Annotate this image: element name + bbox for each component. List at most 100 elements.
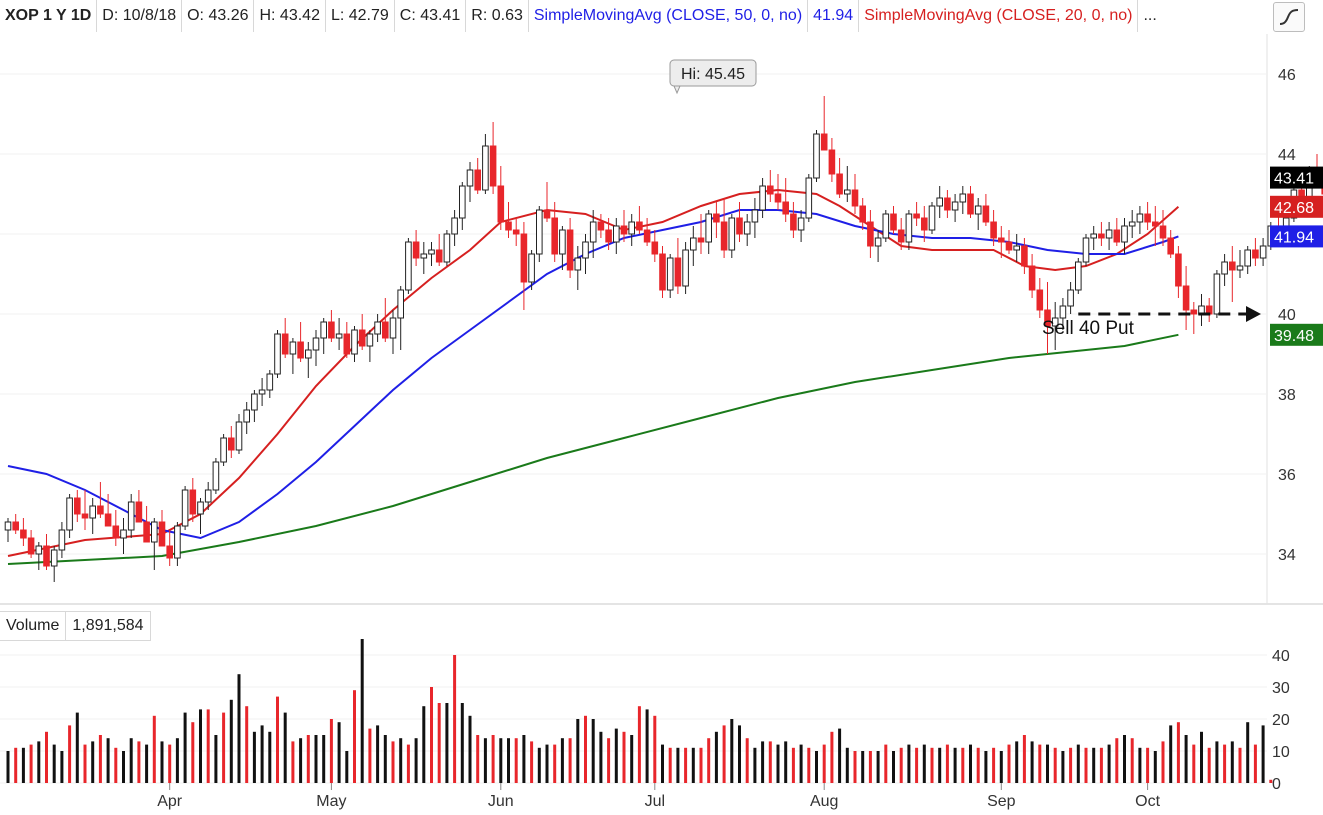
volume-bar [614, 728, 618, 783]
candle-body [605, 229, 612, 243]
candle-body [1144, 213, 1151, 223]
moving-average-line [7, 188, 1180, 557]
volume-bar [1153, 751, 1157, 783]
candle-body [666, 257, 674, 291]
drawing-tool-button[interactable] [1273, 2, 1305, 32]
more-button[interactable]: ... [1143, 7, 1157, 24]
candle-body [1182, 285, 1190, 311]
volume-bar [237, 674, 241, 783]
volume-bar [1046, 744, 1049, 783]
candle-body [435, 249, 443, 263]
volume-bar [691, 747, 695, 783]
volume-bar [645, 709, 649, 783]
candle-body [1175, 253, 1182, 287]
volume-bar [376, 725, 380, 783]
volume-bar [969, 744, 972, 783]
candle-body [1121, 225, 1128, 243]
candle-body [520, 233, 528, 283]
price-tick-label: 40 [1278, 307, 1296, 324]
candle-body [1213, 273, 1221, 315]
candle-body [235, 421, 243, 451]
candle-body [543, 209, 551, 219]
volume-bar [761, 741, 765, 783]
volume-bar [560, 738, 564, 783]
volume-bar [399, 738, 403, 783]
candle-body [659, 253, 666, 291]
sell-put-annotation: Sell 40 Put [1042, 318, 1135, 339]
volume-bar [892, 751, 895, 783]
volume-bar [1007, 744, 1011, 783]
candle-body [228, 437, 235, 451]
volume-bar [414, 738, 418, 783]
volume-bar [930, 747, 934, 783]
candle-body [35, 545, 43, 555]
price-tick-label: 44 [1278, 147, 1296, 164]
volume-bar [568, 738, 572, 783]
volume-bar [830, 731, 834, 783]
range-readout: R: 0.63 [466, 0, 529, 32]
candle-body [389, 317, 397, 339]
volume-bar [314, 735, 318, 783]
candle-body [335, 333, 343, 339]
volume-bar [853, 751, 857, 783]
volume-bar [961, 747, 965, 783]
candle-body [512, 229, 520, 235]
candle-body [705, 213, 713, 243]
candle-body [959, 193, 967, 203]
time-tick-label: Apr [157, 793, 183, 810]
volume-bar [360, 639, 364, 783]
candle-body [1090, 233, 1098, 239]
price-tick-label: 38 [1278, 387, 1296, 404]
close-readout: C: 43.41 [395, 0, 467, 32]
candle-body [289, 341, 297, 355]
volume-tick-label: 20 [1272, 712, 1290, 729]
candle-body [1128, 221, 1136, 227]
volume-bar [252, 731, 256, 783]
candle-body [382, 321, 389, 339]
candle-body [58, 529, 66, 551]
candle-body [813, 133, 820, 179]
candle-body [420, 253, 428, 259]
volume-bar [899, 747, 903, 783]
volume-bar [168, 744, 172, 783]
volume-bar [938, 747, 942, 783]
volume-label[interactable]: Volume [0, 612, 67, 640]
volume-bar [1107, 744, 1111, 783]
volume-bar [522, 735, 526, 783]
volume-bar [1261, 725, 1265, 783]
candle-body [43, 545, 50, 567]
time-axis: Apr May Jun Jul Aug Sep Oct [157, 783, 1161, 810]
candle-body [251, 393, 258, 411]
sma50-label[interactable]: SimpleMovingAvg (CLOSE, 50, 0, no) [529, 0, 809, 32]
symbol-label[interactable]: XOP 1 Y 1D [0, 0, 98, 32]
volume-bar [137, 741, 141, 783]
volume-tick-label: 10 [1272, 744, 1290, 761]
volume-bar [591, 719, 595, 783]
volume-bar [329, 719, 333, 783]
volume-header: Volume 1,891,584 [0, 611, 151, 641]
price-tag [1270, 166, 1323, 189]
candle-body [551, 217, 559, 255]
candle-body [143, 521, 150, 543]
candle-body [1152, 221, 1159, 227]
candle-body [759, 185, 766, 211]
price-tick-label: 34 [1278, 547, 1296, 564]
candle-body [1021, 245, 1028, 267]
volume-bar [791, 747, 795, 783]
candle-body [459, 185, 466, 219]
candle-body [882, 213, 890, 239]
sma20-label[interactable]: SimpleMovingAvg (CLOSE, 20, 0, no) [859, 0, 1139, 32]
high-readout: H: 43.42 [254, 0, 326, 32]
chart-header: XOP 1 Y 1D D: 10/8/18 O: 43.26 H: 43.42 … [0, 0, 1162, 32]
volume-bar [845, 747, 849, 783]
candle-body [582, 241, 589, 259]
candle-body [212, 461, 220, 491]
volume-bar [476, 735, 480, 783]
volume-bar [460, 703, 464, 783]
candle-body [320, 321, 327, 339]
candle-body [867, 221, 874, 247]
volume-bar [730, 719, 734, 783]
volume-bar [1207, 747, 1211, 783]
volume-bar [545, 744, 549, 783]
candle-body [1098, 233, 1105, 239]
